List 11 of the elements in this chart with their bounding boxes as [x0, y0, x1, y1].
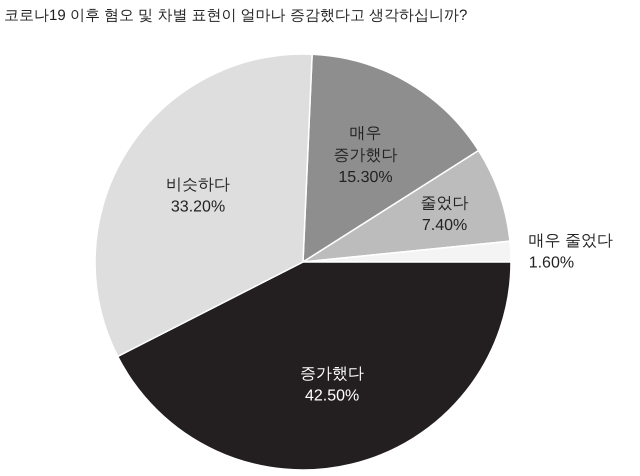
- slice-label: 매우 증가했다: [334, 124, 398, 164]
- data-label: 42.50%: [305, 387, 360, 404]
- data-label: 15.30%: [338, 168, 393, 186]
- data-label: 33.20%: [170, 198, 226, 216]
- data-label: 7.40%: [422, 217, 468, 234]
- slice-label: 증가했다: [300, 365, 364, 382]
- slice-label: 매우 줄었다: [528, 232, 614, 250]
- data-label: 1.60%: [528, 254, 574, 272]
- slice-label: 비슷하다: [166, 176, 230, 194]
- chart-title: 코로나19 이후 혐오 및 차별 표현이 얼마나 증감했다고 생각하십니까?: [4, 7, 468, 24]
- slice-label: 줄었다: [420, 195, 469, 212]
